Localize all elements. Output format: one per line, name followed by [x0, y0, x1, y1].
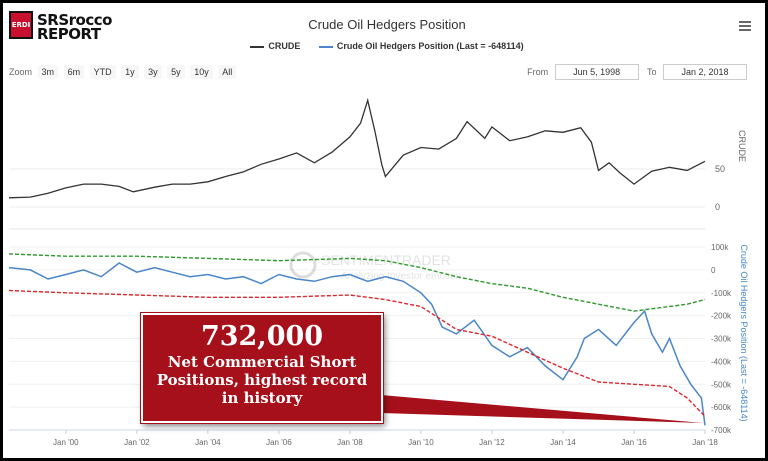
callout-number: 732,000 [200, 321, 324, 352]
logo-line1: SRSrocco [37, 11, 112, 29]
zoom-button-ytd[interactable]: YTD [89, 65, 116, 79]
bottom-y-tick-2: -100k [711, 289, 732, 298]
watermark-line2: Analyzing Investor emotion [341, 271, 461, 282]
axis-layer: 0 50 CRUDE 100k 0 -100k -200k -300k -400k -500k -6… [9, 130, 749, 447]
bottom-y-tick-7: -600k [711, 403, 732, 412]
x-tick-3: Jan '06 [266, 438, 292, 447]
legend-swatch-crude [250, 45, 265, 48]
bottom-y-tick-6: -500k [711, 380, 732, 389]
from-label: From [527, 67, 549, 77]
zoom-button-3y[interactable]: 3y [144, 65, 162, 79]
bottom-y-tick-1: 0 [711, 266, 716, 275]
top-y-tick-1: 50 [715, 164, 725, 174]
zoom-bar: Zoom 3m 6m YTD 1y 3y 5y 10y All [9, 65, 237, 79]
callout-pointer [381, 395, 703, 423]
x-tick-8: Jan '16 [621, 438, 647, 447]
legend-label-hedgers: Crude Oil Hedgers Position (Last = -6481… [336, 41, 524, 51]
bottom-y-tick-0: 100k [711, 243, 729, 252]
chart-plot: SENTIMENTRADER Analyzing Investor emotio… [8, 97, 749, 447]
watermark: SENTIMENTRADER Analyzing Investor emotio… [289, 251, 461, 282]
legend-swatch-hedgers [318, 45, 333, 48]
legend-item-hedgers[interactable]: Crude Oil Hedgers Position (Last = -6481… [318, 41, 524, 51]
series-line-upper-band [8, 253, 706, 312]
callout-text: Net Commercial Short Positions, highest … [156, 353, 368, 407]
zoom-button-6m[interactable]: 6m [63, 65, 85, 79]
to-date-input[interactable]: Jan 2, 2018 [663, 64, 747, 80]
x-tick-1: Jan '02 [124, 438, 150, 447]
x-tick-9: Jan '18 [692, 438, 718, 447]
legend: CRUDE Crude Oil Hedgers Position (Last =… [3, 41, 768, 51]
bottom-y-tick-5: -400k [711, 357, 732, 366]
zoom-button-1y[interactable]: 1y [121, 65, 139, 79]
legend-label-crude: CRUDE [268, 41, 301, 51]
to-label: To [646, 67, 657, 77]
hamburger-menu-icon[interactable] [739, 21, 751, 33]
zoom-button-5y[interactable]: 5y [167, 65, 185, 79]
bottom-y-axis-label: Crude Oil Hedgers Position (Last = -6481… [739, 244, 749, 421]
x-tick-2: Jan '04 [195, 438, 221, 447]
srsrocco-logo: ERDI SRSrocco REPORT [9, 11, 127, 43]
zoom-button-10y[interactable]: 10y [190, 65, 213, 79]
date-range: From Jun 5, 1998 To Jan 2, 2018 [527, 64, 753, 80]
x-tick-4: Jan '08 [337, 438, 363, 447]
series-line-lower-band [8, 289, 706, 417]
logo-line2: REPORT [37, 25, 101, 43]
zoom-button-all[interactable]: All [218, 65, 237, 79]
x-tick-0: Jan '00 [53, 438, 79, 447]
watermark-icon [289, 251, 317, 279]
chart-title: Crude Oil Hedgers Position [308, 17, 466, 32]
top-y-axis-label: CRUDE [737, 130, 747, 162]
from-date-input[interactable]: Jun 5, 1998 [554, 64, 639, 80]
bottom-y-tick-8: -700k [711, 426, 732, 435]
legend-item-crude[interactable]: CRUDE [250, 41, 303, 51]
x-tick-5: Jan '10 [408, 438, 434, 447]
zoom-button-3m[interactable]: 3m [37, 65, 59, 79]
bottom-y-tick-4: -300k [711, 335, 732, 344]
zoom-label: Zoom [9, 67, 33, 77]
x-tick-7: Jan '14 [550, 438, 576, 447]
logo-badge: ERDI [9, 11, 33, 39]
top-y-tick-0: 0 [715, 202, 720, 212]
series-layer [8, 97, 706, 426]
series-line-hedgers [8, 262, 706, 426]
bottom-y-tick-3: -200k [711, 312, 732, 321]
x-tick-6: Jan '12 [479, 438, 505, 447]
callout-box: 732,000 Net Commercial Short Positions, … [141, 313, 383, 423]
series-line-crude [8, 97, 706, 199]
watermark-line1: SENTIMENTRADER [321, 252, 451, 268]
